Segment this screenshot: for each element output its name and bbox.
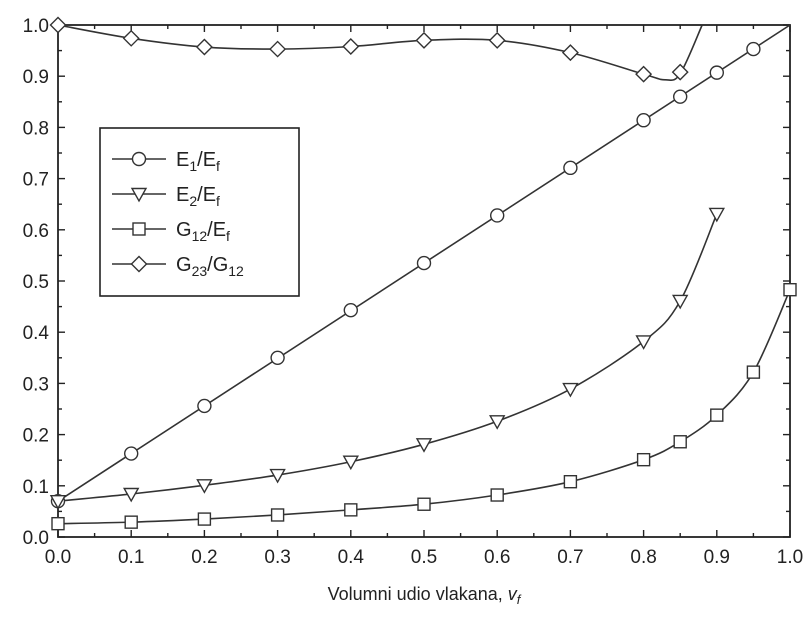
data-point-g23-g12 (561, 44, 579, 62)
legend-label: G12/Ef (176, 219, 230, 244)
data-point-g23-g12 (269, 40, 287, 58)
y-tick-label: 0.7 (23, 170, 49, 191)
legend-marker (132, 222, 146, 236)
series-line-g23-g12 (57, 24, 703, 82)
data-point-e1-ef (563, 160, 578, 176)
x-tick-label: 0.3 (264, 547, 290, 568)
data-point-g12-ef (51, 516, 65, 531)
data-point-g23-g12 (488, 31, 506, 49)
data-point-g12-ef (783, 283, 797, 297)
data-point-g23-g12 (49, 16, 67, 34)
data-point-g12-ef (563, 475, 578, 489)
legend-items: E1/Ef E2/Ef G12/Ef G23/G12 (112, 149, 244, 279)
data-point-g12-ef (417, 497, 431, 511)
x-tick-label: 0.7 (557, 547, 583, 568)
data-point-e2-ef (635, 335, 652, 350)
data-point-g23-g12 (671, 63, 689, 81)
legend-item-g12-ef: G12/Ef (112, 219, 230, 244)
y-tick-label: 0.8 (23, 118, 49, 139)
y-tick-label: 0.0 (23, 528, 49, 549)
x-tick-label: 0.6 (484, 547, 510, 568)
data-point-e1-ef (673, 89, 688, 104)
data-point-e2-ef (415, 438, 433, 453)
data-point-e1-ef (416, 255, 432, 271)
x-tick-label: 0.8 (630, 547, 656, 568)
legend-item-e2-ef: E2/Ef (112, 184, 220, 209)
data-point-g12-ef (673, 435, 687, 449)
data-point-e1-ef (270, 350, 285, 365)
data-point-g23-g12 (635, 65, 653, 83)
data-point-g12-ef (490, 488, 504, 502)
legend-marker (130, 187, 148, 203)
x-tick-label: 0.2 (191, 547, 217, 568)
data-point-e1-ef (123, 446, 139, 461)
data-point-e2-ef (269, 468, 286, 484)
data-point-e1-ef (490, 208, 505, 223)
x-tick-label: 0.4 (338, 547, 365, 568)
data-point-g12-ef (636, 452, 651, 467)
data-point-g12-ef (746, 365, 761, 379)
data-point-e1-ef (636, 113, 651, 128)
data-point-g12-ef (270, 508, 285, 522)
data-point-e2-ef (196, 479, 213, 494)
x-tick-label: 0.1 (118, 547, 144, 568)
legend-label: E2/Ef (176, 184, 220, 209)
data-point-e2-ef (672, 294, 689, 310)
data-point-g12-ef (710, 408, 724, 422)
legend-item-e1-ef: E1/Ef (112, 149, 220, 174)
y-tick-label: 0.5 (23, 272, 49, 293)
data-point-e1-ef (343, 302, 358, 318)
series-markers (49, 16, 797, 531)
series-line-g12-ef (57, 289, 791, 525)
x-tick-label: 0.9 (704, 547, 730, 568)
data-point-e2-ef (342, 455, 359, 471)
data-point-g12-ef (344, 503, 358, 517)
y-tick-label: 1.0 (23, 16, 49, 37)
y-tick-label: 0.4 (23, 323, 50, 344)
x-tick-label: 1.0 (777, 547, 803, 568)
data-point-g12-ef (197, 512, 212, 526)
data-point-g23-g12 (122, 29, 140, 47)
data-point-g23-g12 (415, 31, 433, 49)
y-tick-label: 0.6 (23, 221, 49, 242)
data-point-e2-ef (562, 382, 579, 398)
data-point-e2-ef (123, 487, 140, 503)
y-tick-label: 0.3 (23, 374, 49, 395)
data-point-g23-g12 (342, 38, 360, 55)
x-tick-label: 0.0 (45, 547, 71, 568)
tick-labels: 0.0 0.1 0.2 0.3 0.4 0.5 0.6 0.7 0.8 0.9 1.0 0.0 0.1 0… (23, 16, 804, 568)
data-point-e2-ef (49, 494, 67, 510)
legend: E1/Ef E2/Ef G12/Ef G23/G12 (99, 127, 300, 297)
data-point-e1-ef (709, 65, 724, 80)
legend-label: E1/Ef (176, 149, 220, 174)
data-point-e1-ef (197, 398, 212, 414)
y-tick-label: 0.2 (23, 426, 49, 447)
data-point-g23-g12 (195, 38, 213, 56)
x-axis-title: Volumni udio vlakana, vf (328, 584, 522, 607)
y-tick-label: 0.9 (23, 67, 49, 88)
data-point-e2-ef (708, 207, 725, 223)
data-point-g12-ef (124, 515, 138, 529)
data-point-e2-ef (489, 415, 506, 430)
legend-marker (130, 255, 148, 273)
y-tick-label: 0.1 (23, 477, 49, 498)
x-tick-label: 0.5 (411, 547, 437, 568)
legend-item-g23-g12: G23/G12 (112, 254, 244, 279)
legend-marker (131, 151, 147, 167)
legend-label: G23/G12 (176, 254, 244, 279)
data-point-e1-ef (746, 41, 761, 57)
